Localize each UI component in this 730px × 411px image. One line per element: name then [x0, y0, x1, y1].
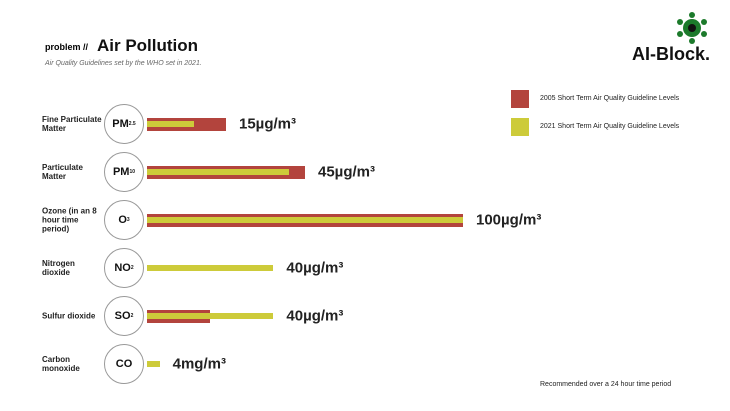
bar	[147, 361, 160, 367]
symbol: PM	[112, 118, 129, 130]
pollutant-icon: NO 2	[104, 248, 144, 288]
pollutant-icon: PM 2.5	[104, 104, 144, 144]
pollutant-icon: CO	[104, 344, 144, 384]
pollutant-icon: PM 10	[104, 152, 144, 192]
symbol-subscript: 3	[126, 217, 130, 223]
symbol: PM	[112, 166, 130, 178]
legend-label: 2021 Short Term Air Quality Guideline Le…	[540, 123, 680, 130]
symbol-subscript: 2	[130, 265, 134, 271]
legend-swatch	[511, 118, 529, 136]
pollutant-icon: SO 2	[104, 296, 144, 336]
bar	[147, 169, 290, 175]
legend-swatch	[511, 90, 529, 108]
value-label: 40µg/m³	[286, 307, 344, 325]
category-label: Particulate Matter	[42, 163, 83, 181]
category-label: Ozone (in an 8 hour time period)	[42, 206, 97, 234]
symbol-subscript: 2.5	[128, 121, 136, 127]
symbol: O	[118, 214, 127, 226]
symbol-subscript: 2	[130, 313, 134, 319]
symbol: CO	[115, 358, 133, 370]
symbol: NO	[114, 262, 131, 274]
value-label: 40µg/m³	[286, 259, 344, 277]
logo-icon	[677, 12, 707, 44]
value-label: 100µg/m³	[476, 211, 542, 229]
value-label: 15µg/m³	[239, 115, 296, 133]
symbol-subscript: 10	[129, 169, 136, 175]
category-label: Nitrogen dioxide	[42, 259, 75, 277]
bar	[147, 217, 463, 223]
value-label: 45µg/m³	[318, 163, 375, 181]
note: Recommended over a 24 hour time period	[540, 381, 672, 388]
title: Air Pollution	[97, 36, 199, 55]
bar	[147, 313, 274, 319]
kicker: problem //	[45, 42, 89, 52]
category-label: Fine Particulate Matter	[42, 115, 102, 133]
symbol: SO	[114, 310, 131, 322]
legend-label: 2005 Short Term Air Quality Guideline Le…	[540, 95, 680, 102]
category-label: Sulfur dioxide	[42, 311, 96, 321]
bar	[147, 265, 274, 271]
value-label: 4mg/m³	[172, 355, 226, 373]
category-label: Carbon monoxide	[42, 355, 80, 373]
logo: AI-Block.	[632, 44, 711, 64]
subtitle: Air Quality Guidelines set by the WHO se…	[45, 60, 202, 67]
bar	[147, 121, 195, 127]
